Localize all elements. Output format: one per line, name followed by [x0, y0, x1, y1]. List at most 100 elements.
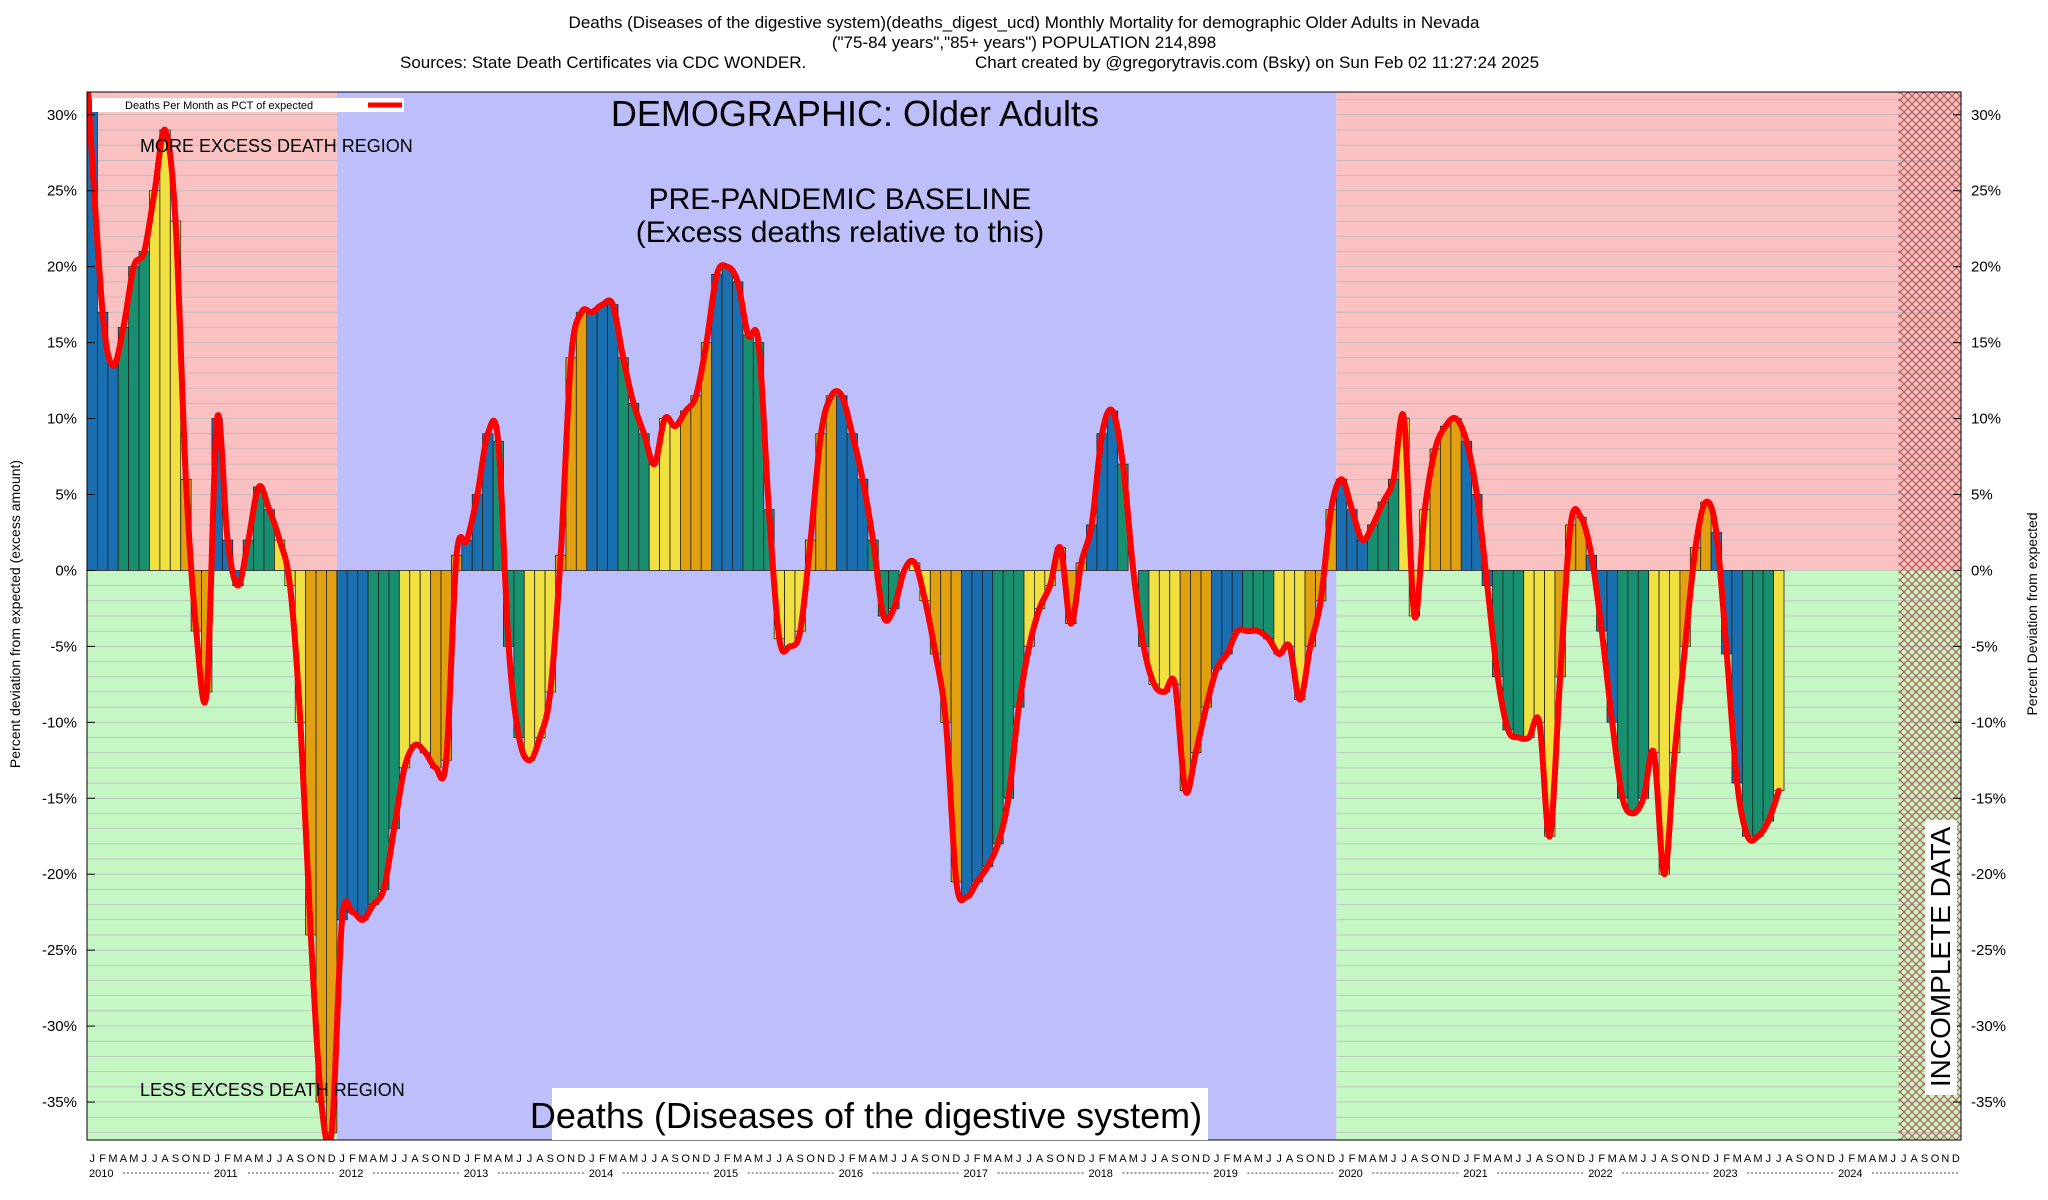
- less-excess-label: LESS EXCESS DEATH REGION: [140, 1080, 405, 1100]
- bar-2021-6: [1512, 570, 1525, 738]
- x-year-label: 2017: [964, 1168, 988, 1180]
- chart-title: Deaths (Diseases of the digestive system…: [568, 13, 1480, 32]
- bar-2023-7: [1773, 570, 1785, 792]
- x-month-label: F: [974, 1153, 981, 1165]
- x-month-label: A: [1869, 1153, 1877, 1165]
- x-month-label: S: [1421, 1153, 1428, 1165]
- bar-2015-3: [732, 281, 744, 571]
- bar-2012-4: [367, 570, 379, 905]
- x-month-label: N: [692, 1153, 700, 1165]
- x-month-label: F: [1224, 1153, 1231, 1165]
- x-month-label: N: [817, 1153, 825, 1165]
- bar-2014-7: [648, 463, 661, 571]
- y-tick-label-right: -25%: [1971, 942, 2006, 959]
- x-month-label: M: [483, 1153, 492, 1165]
- x-month-label: S: [1046, 1153, 1053, 1165]
- x-year-label: 2013: [464, 1168, 488, 1180]
- bar-2021-8: [1533, 570, 1545, 723]
- y-tick-label-left: 20%: [47, 259, 77, 276]
- cause-label: Deaths (Diseases of the digestive system…: [530, 1095, 1202, 1136]
- bar-2012-10: [430, 570, 442, 769]
- y-tick-label-right: 25%: [1971, 183, 2001, 200]
- x-month-label: D: [1827, 1153, 1835, 1165]
- demographic-label: DEMOGRAPHIC: Older Adults: [611, 93, 1099, 134]
- y-tick-label-right: 0%: [1971, 562, 1993, 579]
- x-month-label: F: [1598, 1153, 1605, 1165]
- bar-2014-3: [607, 304, 619, 571]
- x-month-label: J: [891, 1153, 897, 1165]
- x-month-label: A: [1119, 1153, 1127, 1165]
- bar-2010-6: [138, 251, 150, 571]
- bar-2022-7: [1648, 570, 1660, 754]
- y-tick-label-left: -10%: [42, 714, 77, 731]
- bar-2012-3: [357, 570, 369, 921]
- x-month-label: A: [1786, 1153, 1794, 1165]
- bar-2010-5: [128, 266, 140, 571]
- x-month-label: J: [1891, 1153, 1897, 1165]
- y-tick-label-left: 25%: [47, 183, 77, 200]
- x-month-label: A: [245, 1153, 253, 1165]
- y-tick-label-left: 0%: [55, 562, 77, 579]
- x-year-label: 2022: [1588, 1168, 1612, 1180]
- x-month-label: J: [527, 1153, 533, 1165]
- x-month-label: F: [1099, 1153, 1106, 1165]
- x-month-label: S: [921, 1153, 928, 1165]
- x-month-label: J: [777, 1153, 783, 1165]
- x-month-label: M: [1254, 1153, 1263, 1165]
- x-month-label: M: [1108, 1153, 1117, 1165]
- x-month-label: O: [1056, 1153, 1065, 1165]
- x-month-label: J: [1266, 1153, 1272, 1165]
- annotation-labels: Deaths Per Month as PCT of expected DEMO…: [7, 93, 2040, 1140]
- bar-2015-8: [784, 570, 796, 647]
- x-month-label: M: [1358, 1153, 1367, 1165]
- x-month-label: N: [1442, 1153, 1450, 1165]
- bar-2021-7: [1523, 570, 1535, 738]
- x-year-label: 2010: [89, 1168, 113, 1180]
- x-month-label: M: [1233, 1153, 1242, 1165]
- x-month-label: F: [474, 1153, 481, 1165]
- x-month-label: N: [1817, 1153, 1825, 1165]
- bar-2020-11: [1440, 425, 1452, 571]
- x-month-label: J: [1516, 1153, 1522, 1165]
- x-month-label: N: [942, 1153, 950, 1165]
- incomplete-label-box: [1925, 820, 1957, 1095]
- x-year-label: 2019: [1213, 1168, 1237, 1180]
- x-month-label: J: [89, 1153, 95, 1165]
- bar-2017-3: [981, 570, 994, 868]
- x-month-label: S: [1796, 1153, 1803, 1165]
- x-month-label: A: [1619, 1153, 1627, 1165]
- x-month-label: S: [547, 1153, 554, 1165]
- x-month-label: M: [1733, 1153, 1742, 1165]
- x-month-label: J: [839, 1153, 845, 1165]
- x-month-label: N: [567, 1153, 575, 1165]
- bar-2012-5: [378, 570, 390, 890]
- bar-2017-2: [971, 570, 983, 883]
- x-year-label: 2016: [839, 1168, 863, 1180]
- x-month-label: O: [556, 1153, 565, 1165]
- x-month-label: D: [703, 1153, 711, 1165]
- x-month-label: S: [1296, 1153, 1303, 1165]
- x-year-label: 2024: [1838, 1168, 1862, 1180]
- x-month-label: N: [1317, 1153, 1325, 1165]
- x-month-label: A: [1536, 1153, 1544, 1165]
- x-month-label: D: [1202, 1153, 1210, 1165]
- x-month-label: J: [714, 1153, 720, 1165]
- bar-2014-5: [627, 402, 640, 571]
- bar-2015-1: [711, 273, 723, 571]
- y-tick-label-right: -15%: [1971, 790, 2006, 807]
- x-month-label: A: [1744, 1153, 1752, 1165]
- x-month-label: J: [1839, 1153, 1845, 1165]
- x-month-label: J: [266, 1153, 272, 1165]
- x-month-label: O: [432, 1153, 441, 1165]
- x-month-label: J: [402, 1153, 408, 1165]
- x-month-label: M: [504, 1153, 513, 1165]
- x-month-label: A: [1494, 1153, 1502, 1165]
- x-month-label: J: [1641, 1153, 1647, 1165]
- x-month-label: A: [620, 1153, 628, 1165]
- x-month-label: D: [952, 1153, 960, 1165]
- bar-2020-3: [1356, 539, 1368, 571]
- x-month-label: D: [1952, 1153, 1960, 1165]
- x-month-label: M: [629, 1153, 638, 1165]
- x-year-label: 2021: [1463, 1168, 1487, 1180]
